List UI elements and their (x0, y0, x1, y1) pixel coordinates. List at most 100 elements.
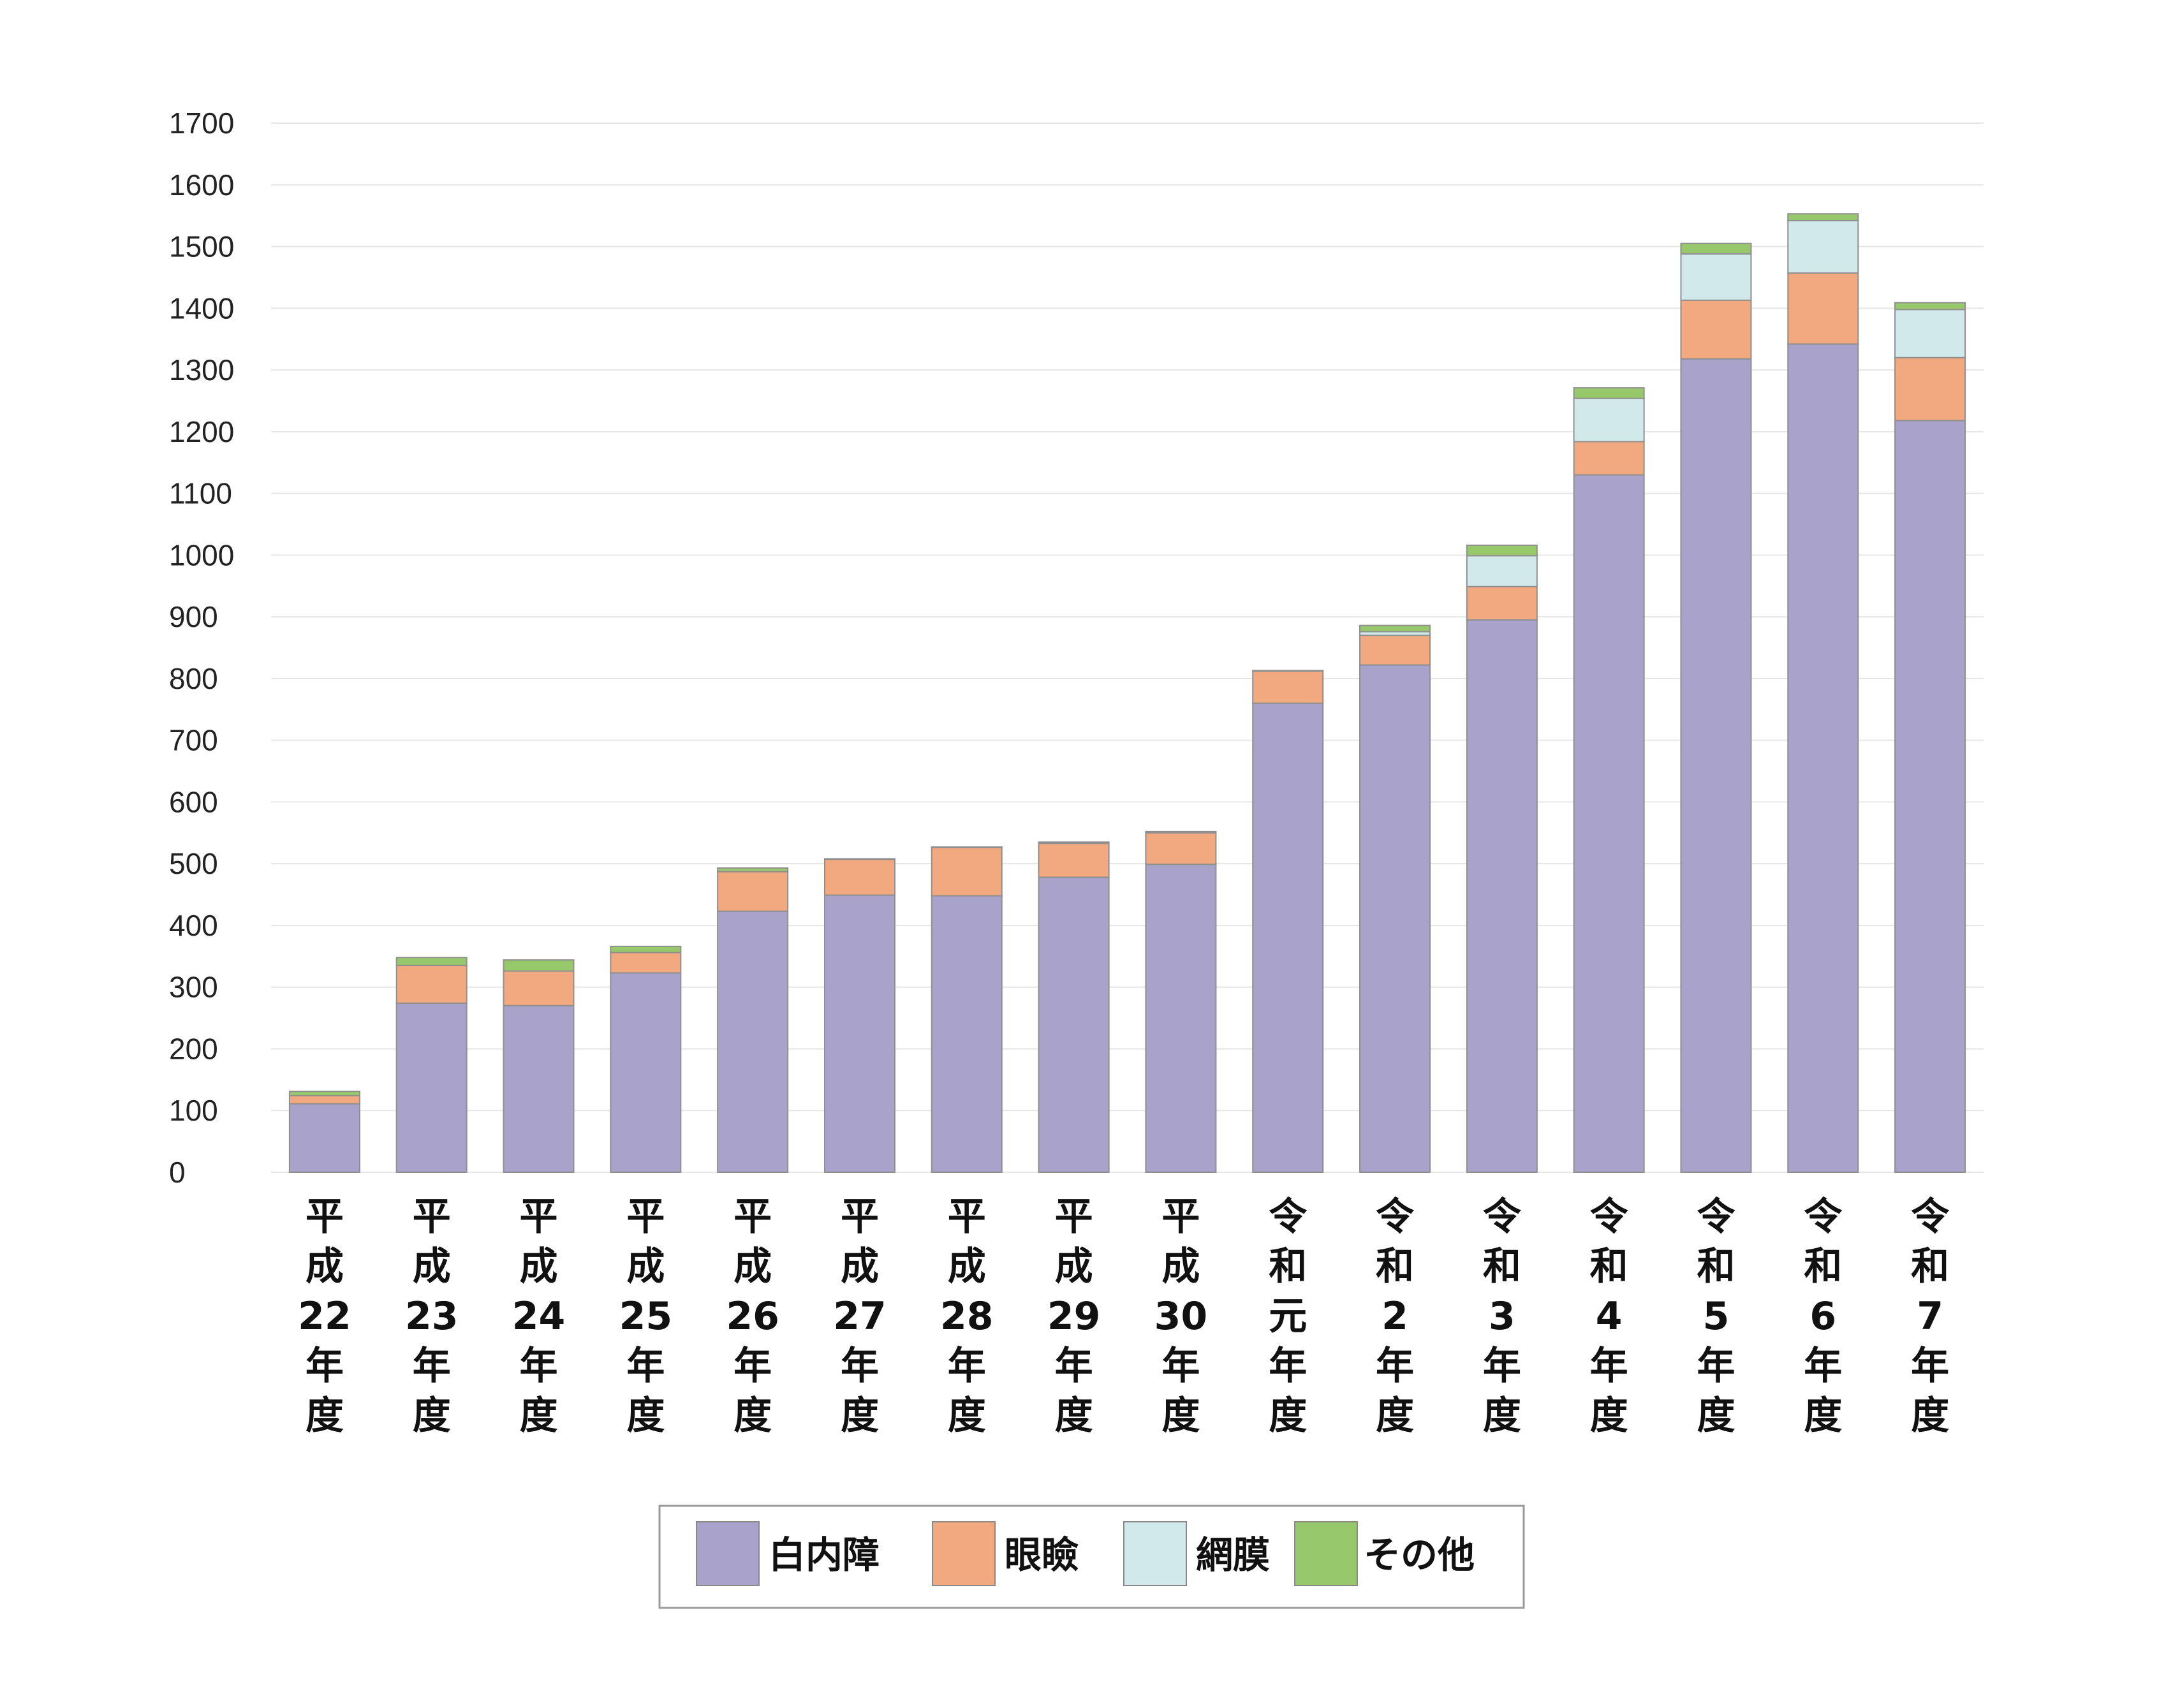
x-tick-label: 年 (306, 1344, 344, 1388)
x-tick-label: 27 (833, 1294, 887, 1339)
x-tick-label: 和 (1911, 1244, 1949, 1289)
y-tick-label: 800 (169, 662, 218, 695)
bar-segment-other (823, 858, 895, 860)
bar-segment-other (1787, 213, 1859, 221)
bar-segment-cataract (610, 972, 682, 1173)
x-tick-label: 成 (733, 1244, 772, 1289)
y-tick-label: 1500 (169, 230, 234, 263)
x-tick-label: 年 (1055, 1344, 1093, 1388)
bar-segment-cataract (395, 1002, 468, 1174)
x-tick-label: 成 (841, 1244, 879, 1289)
y-tick-label: 200 (169, 1032, 218, 1065)
y-tick-label: 1700 (169, 107, 234, 140)
bar-segment-cataract (1680, 358, 1752, 1173)
bar-segment-eyelid (1145, 832, 1217, 865)
y-tick-label: 1600 (169, 168, 234, 202)
y-axis-tick-labels: 0 100 200 300 400 500 600 700 800 900 1000 1100 1200… (169, 107, 234, 1189)
y-tick-label: 600 (169, 785, 218, 818)
x-tick-label: 成 (1055, 1244, 1093, 1289)
x-tick-label: 5 (1703, 1294, 1730, 1339)
x-tick-label: 成 (1161, 1244, 1200, 1289)
x-axis-tick-labels: 平成22年度平成23年度平成24年度平成25年度平成26年度平成27年度平成28… (298, 1195, 1950, 1438)
y-tick-label: 500 (169, 847, 218, 880)
x-tick-label: 和 (1376, 1244, 1414, 1289)
x-tick-label: 2 (1381, 1294, 1408, 1339)
legend-label-other: その他 (1364, 1533, 1475, 1577)
x-tick-label: 令 (1590, 1195, 1629, 1239)
x-tick-label: 度 (413, 1394, 451, 1438)
x-tick-label: 令 (1911, 1195, 1950, 1239)
x-tick-label: 和 (1483, 1244, 1521, 1289)
x-tick-label: 25 (619, 1294, 673, 1339)
x-tick-label: 令 (1376, 1195, 1415, 1239)
x-tick-label: 29 (1047, 1294, 1101, 1339)
y-tick-label: 400 (169, 909, 218, 942)
bar-segment-eyelid (1894, 357, 1966, 422)
y-tick-label: 100 (169, 1094, 218, 1127)
x-tick-label: 度 (1269, 1394, 1307, 1438)
bar-segment-other (610, 945, 682, 953)
bar-segment-cataract (1787, 343, 1859, 1174)
x-tick-label: 年 (1697, 1344, 1735, 1388)
bar-segment-other (1466, 544, 1538, 557)
x-tick-label: 和 (1269, 1244, 1307, 1289)
bar-segment-eyelid (610, 952, 682, 974)
x-tick-label: 度 (626, 1394, 665, 1438)
bar-segment-eyelid (1787, 272, 1859, 345)
bar-segment-other (1573, 387, 1645, 399)
x-tick-label: 成 (520, 1244, 558, 1289)
bar-segment-eyelid (1466, 585, 1538, 621)
x-tick-label: 24 (512, 1294, 566, 1339)
y-tick-label: 700 (169, 724, 218, 757)
legend: 白内障 眼瞼 網膜 その他 (658, 1505, 1525, 1609)
bar-segment-other (1359, 624, 1431, 633)
legend-swatch-other (1294, 1521, 1358, 1586)
bar-segment-eyelid (823, 858, 895, 896)
x-tick-label: 23 (405, 1294, 459, 1339)
bar-segment-cataract (1252, 702, 1324, 1173)
bar-segment-eyelid (1252, 670, 1324, 704)
x-tick-label: 令 (1804, 1195, 1843, 1239)
x-tick-label: 28 (940, 1294, 994, 1339)
x-tick-label: 令 (1483, 1195, 1522, 1239)
x-tick-label: 成 (413, 1244, 451, 1289)
x-tick-label: 平 (413, 1195, 451, 1239)
y-tick-label: 300 (169, 971, 218, 1004)
x-tick-label: 度 (733, 1394, 772, 1438)
x-tick-label: 6 (1809, 1294, 1836, 1339)
x-tick-label: 年 (1911, 1344, 1949, 1388)
bar-segment-other (717, 867, 789, 872)
legend-swatch-cataract (696, 1521, 760, 1586)
x-tick-label: 年 (1804, 1344, 1842, 1388)
x-tick-label: 7 (1917, 1294, 1943, 1339)
legend-box (658, 1505, 1525, 1609)
x-tick-label: 度 (1483, 1394, 1521, 1438)
x-tick-label: 平 (626, 1195, 665, 1239)
y-tick-label: 1200 (169, 415, 234, 448)
x-tick-label: 年 (1161, 1344, 1200, 1388)
bar-segment-other (1894, 302, 1966, 311)
bar-segment-cataract (1466, 619, 1538, 1173)
x-tick-label: 成 (948, 1244, 986, 1289)
x-tick-label: 度 (948, 1394, 986, 1438)
x-tick-label: 平 (733, 1195, 772, 1239)
x-tick-label: 26 (726, 1294, 779, 1339)
bar-segment-cataract (503, 1005, 575, 1174)
bar-segment-cataract (1573, 474, 1645, 1173)
bar-segment-eyelid (503, 970, 575, 1006)
x-tick-label: 年 (1483, 1344, 1521, 1388)
bar-segment-other (1252, 670, 1324, 672)
x-tick-label: 元 (1269, 1294, 1307, 1339)
bar-segment-retina (1573, 397, 1645, 443)
bar-segment-retina (1787, 219, 1859, 274)
x-tick-label: 令 (1697, 1195, 1735, 1239)
bar-segment-other (1145, 830, 1217, 834)
legend-label-eyelid: 眼瞼 (1005, 1533, 1079, 1577)
x-tick-label: 度 (1697, 1394, 1735, 1438)
bar-segment-retina (1894, 309, 1966, 358)
x-tick-label: 3 (1489, 1294, 1515, 1339)
bar-segment-other (503, 959, 575, 972)
bar-segment-cataract (1038, 876, 1110, 1174)
x-tick-label: 度 (1376, 1394, 1414, 1438)
bar-segment-eyelid (717, 871, 789, 912)
